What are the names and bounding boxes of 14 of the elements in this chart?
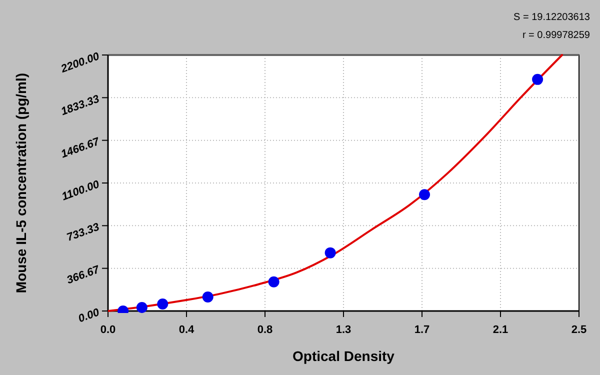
text: S = 19.12203613	[514, 12, 590, 23]
x-tick-label: 2.1	[492, 324, 508, 336]
x-tick-label: 1.7	[414, 324, 430, 336]
x-axis-title: Optical Density	[292, 348, 395, 364]
x-tick-label: 0.8	[257, 324, 273, 336]
x-tick-label: 0.0	[100, 324, 116, 336]
y-tick-label: 733.33	[65, 221, 102, 244]
y-axis-title: Mouse IL-5 concentration (pg/ml)	[13, 72, 29, 294]
x-tick-label: 1.3	[336, 324, 352, 336]
text: r = 0.99978259	[522, 30, 590, 41]
x-tick-label: 2.5	[571, 324, 587, 336]
y-tick-label: 0.00	[76, 306, 102, 326]
x-tick-label: 0.4	[178, 324, 196, 336]
y-tick-label: 366.67	[65, 264, 102, 287]
